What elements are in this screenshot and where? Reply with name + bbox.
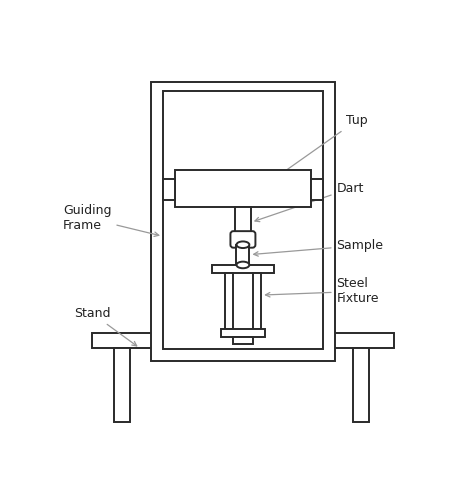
FancyBboxPatch shape (230, 231, 255, 248)
Bar (221, 329, 265, 337)
Bar (151, 82, 335, 361)
Bar (225, 273, 233, 329)
Text: Dart: Dart (255, 182, 364, 222)
Bar (163, 91, 323, 349)
Bar (253, 273, 261, 329)
Bar (92, 333, 393, 348)
Bar (175, 170, 311, 207)
Bar (233, 337, 253, 343)
Bar (353, 348, 369, 422)
Bar (311, 179, 323, 200)
Bar (163, 179, 175, 200)
Text: Steel
Fixture: Steel Fixture (265, 277, 379, 305)
Text: Guiding
Frame: Guiding Frame (63, 204, 159, 237)
Bar (212, 265, 274, 273)
Ellipse shape (237, 261, 249, 268)
Text: Stand: Stand (74, 307, 137, 346)
Bar (237, 245, 249, 265)
Ellipse shape (237, 242, 249, 248)
Text: Sample: Sample (254, 239, 383, 256)
Text: Tup: Tup (264, 114, 367, 185)
Bar (114, 348, 130, 422)
Bar (235, 207, 251, 235)
